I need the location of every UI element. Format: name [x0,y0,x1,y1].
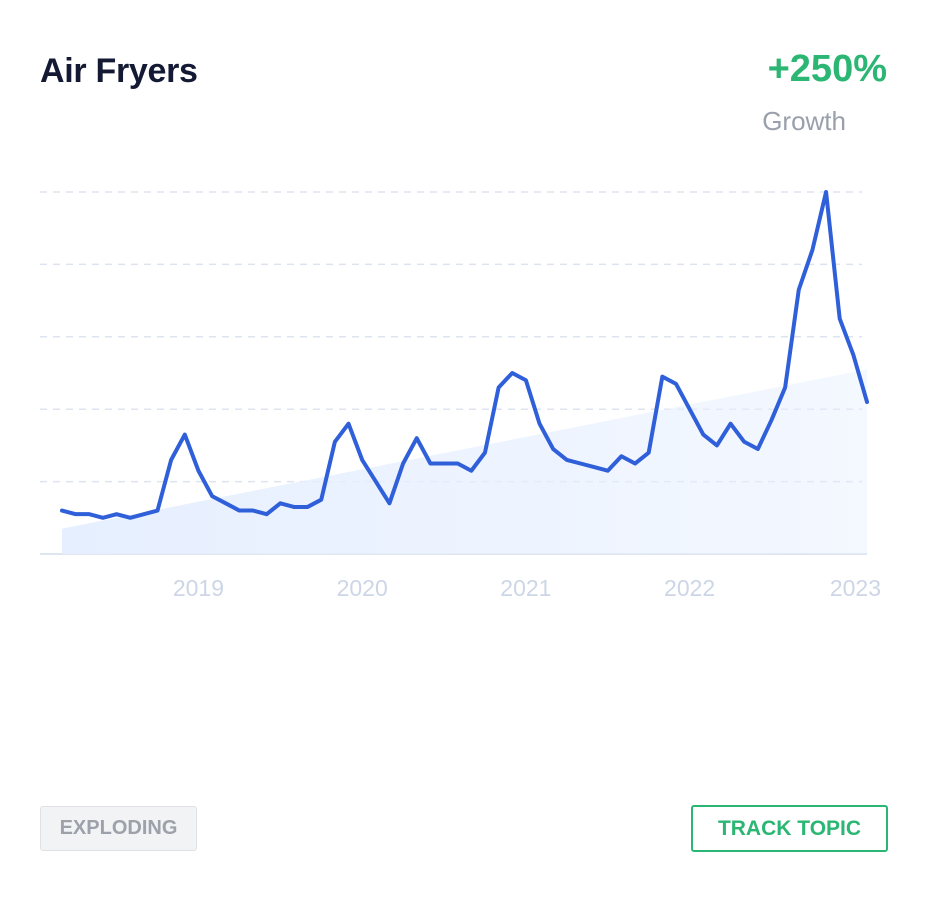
growth-value: +250% [767,48,887,90]
trend-chart: 2019 2020 2021 2022 2023 [40,190,881,601]
trend-area [62,369,867,554]
x-tick-label: 2020 [337,575,388,601]
trend-area-layer [62,369,867,554]
x-tick-label: 2023 [830,575,881,601]
series-line-layer [60,190,869,520]
x-tick-label: 2019 [173,575,224,601]
x-tick-label: 2022 [664,575,715,601]
x-axis-ticks: 2019 2020 2021 2022 2023 [173,575,881,601]
growth-label: Growth [762,106,846,136]
track-topic-button[interactable]: TRACK TOPIC [691,805,888,852]
status-badge: EXPLODING [40,806,197,851]
series-line [60,190,869,520]
topic-title: Air Fryers [40,52,198,90]
x-tick-label: 2021 [500,575,551,601]
